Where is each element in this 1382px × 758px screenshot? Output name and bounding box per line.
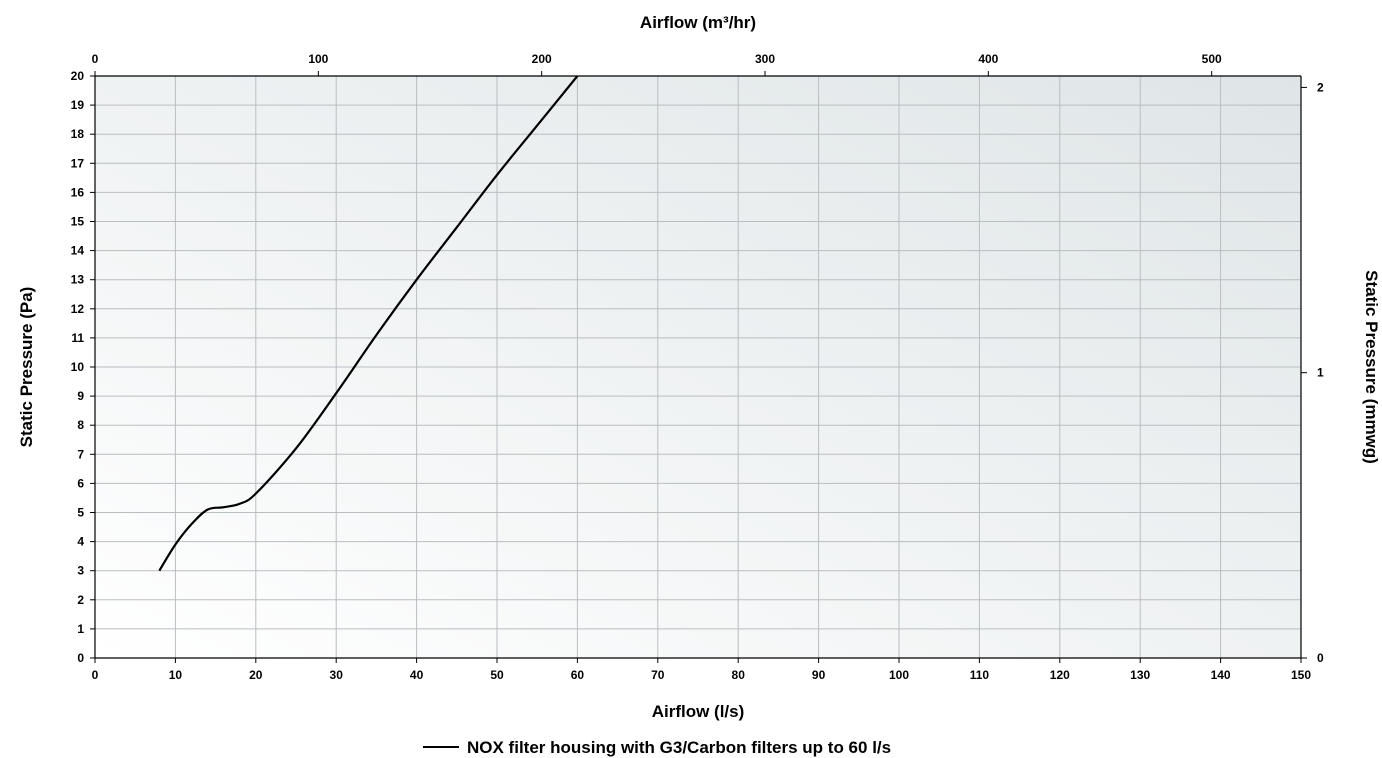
x2-tick-label: 0 bbox=[92, 52, 99, 66]
x2-tick-label: 200 bbox=[532, 52, 552, 66]
x-tick-label: 60 bbox=[571, 668, 585, 682]
y-tick-label: 13 bbox=[71, 273, 85, 287]
x-tick-label: 120 bbox=[1050, 668, 1070, 682]
x-tick-label: 90 bbox=[812, 668, 826, 682]
y-tick-label: 20 bbox=[71, 69, 85, 83]
x-tick-label: 130 bbox=[1130, 668, 1150, 682]
y-tick-label: 11 bbox=[71, 331, 84, 345]
y2-tick-label: 1 bbox=[1317, 366, 1324, 380]
tick-labels: 0 10 20 30 40 50 60 70 80 90 100 110 120 130 140 150012… bbox=[71, 52, 1324, 682]
series-line bbox=[158, 75, 579, 572]
y-tick-label: 12 bbox=[71, 302, 85, 316]
x-tick-label: 30 bbox=[330, 668, 344, 682]
x-tick-label: 0 bbox=[92, 668, 99, 682]
y-tick-label: 17 bbox=[71, 156, 85, 170]
x-tick-label: 40 bbox=[410, 668, 424, 682]
x-tick-label: 150 bbox=[1291, 668, 1311, 682]
y-tick-label: 6 bbox=[77, 476, 84, 490]
x2-tick-label: 300 bbox=[755, 52, 775, 66]
x2-axis-title: Airflow (m³/hr) bbox=[640, 13, 756, 32]
x2-tick-label: 100 bbox=[308, 52, 328, 66]
y-tick-label: 10 bbox=[71, 360, 85, 374]
y2-tick-label: 0 bbox=[1317, 651, 1324, 665]
x-tick-label: 100 bbox=[889, 668, 909, 682]
x-axis-title: Airflow (l/s) bbox=[652, 702, 745, 721]
legend: NOX filter housing with G3/Carbon filter… bbox=[423, 738, 891, 757]
y-tick-label: 19 bbox=[71, 98, 85, 112]
y-tick-label: 2 bbox=[77, 593, 84, 607]
x-tick-label: 140 bbox=[1211, 668, 1231, 682]
y-axis-title: Static Pressure (Pa) bbox=[17, 287, 36, 448]
x2-tick-label: 500 bbox=[1202, 52, 1222, 66]
y2-tick-label: 2 bbox=[1317, 80, 1324, 94]
y2-axis-title: Static Pressure (mmwg) bbox=[1362, 270, 1381, 464]
x-tick-label: 70 bbox=[651, 668, 665, 682]
y-tick-label: 1 bbox=[77, 622, 84, 636]
y-tick-label: 18 bbox=[71, 127, 85, 141]
y-tick-label: 3 bbox=[77, 564, 84, 578]
y-tick-label: 4 bbox=[77, 535, 84, 549]
series-lines bbox=[158, 75, 579, 572]
legend-label: NOX filter housing with G3/Carbon filter… bbox=[467, 738, 891, 757]
y-tick-label: 8 bbox=[77, 418, 84, 432]
y-tick-label: 15 bbox=[71, 215, 85, 229]
x-tick-label: 50 bbox=[490, 668, 504, 682]
x-tick-label: 20 bbox=[249, 668, 263, 682]
y-tick-label: 16 bbox=[71, 185, 85, 199]
y-tick-label: 0 bbox=[77, 651, 84, 665]
x-tick-label: 110 bbox=[970, 668, 990, 682]
y-tick-label: 7 bbox=[77, 447, 84, 461]
x2-tick-label: 400 bbox=[978, 52, 998, 66]
grid-lines bbox=[95, 75, 1302, 658]
x-tick-label: 80 bbox=[732, 668, 746, 682]
y-tick-label: 5 bbox=[77, 506, 84, 520]
x-tick-label: 10 bbox=[169, 668, 183, 682]
y-tick-label: 14 bbox=[71, 244, 85, 258]
y-tick-label: 9 bbox=[77, 389, 84, 403]
